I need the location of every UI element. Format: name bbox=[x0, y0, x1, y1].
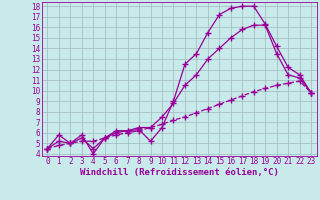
X-axis label: Windchill (Refroidissement éolien,°C): Windchill (Refroidissement éolien,°C) bbox=[80, 168, 279, 177]
